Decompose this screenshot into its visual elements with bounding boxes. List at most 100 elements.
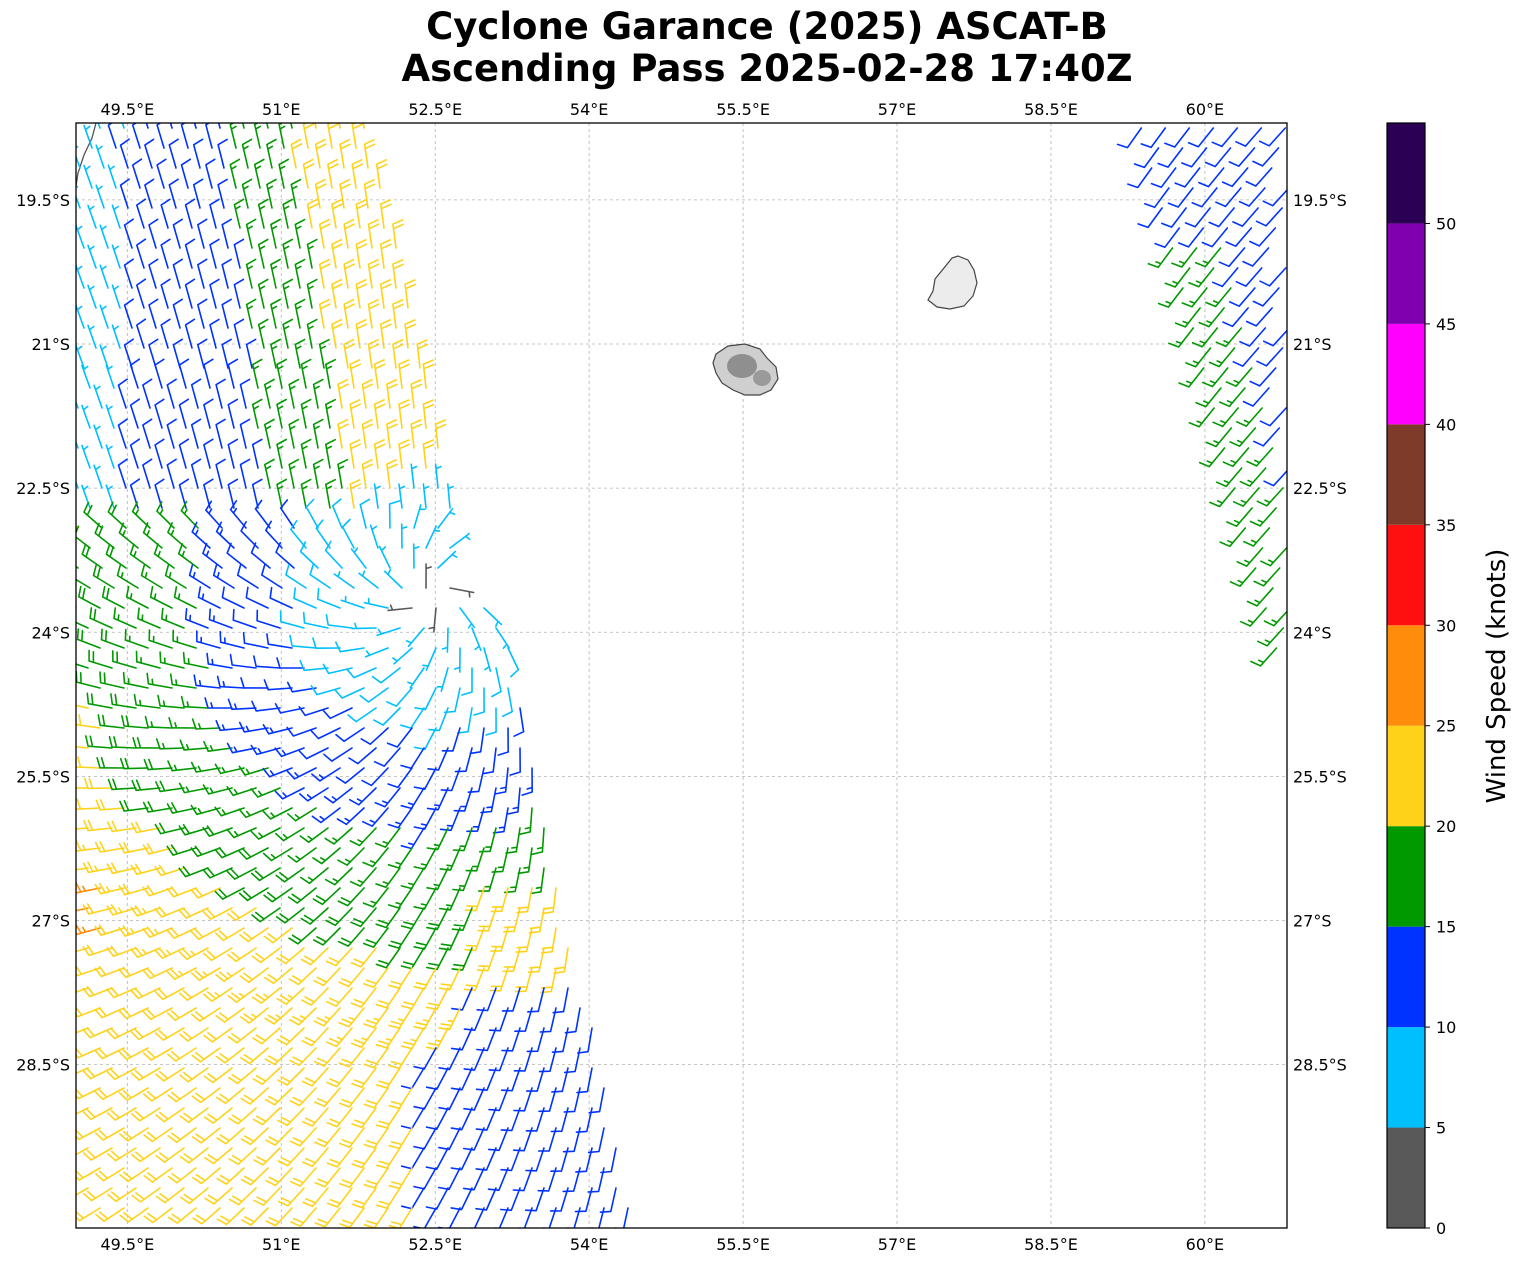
wind-barb <box>413 1167 437 1190</box>
wind-barb <box>193 123 197 129</box>
wind-barb <box>168 138 179 169</box>
wind-barb <box>363 139 376 169</box>
wind-barb <box>1157 147 1184 168</box>
wind-barb <box>130 1067 161 1081</box>
wind-barb <box>475 1147 497 1171</box>
wind-barb <box>526 1027 545 1053</box>
wind-barb <box>154 822 185 835</box>
wind-barb <box>371 667 401 684</box>
wind-barb <box>500 1187 521 1212</box>
wind-barb <box>364 647 389 658</box>
wind-barb <box>400 867 425 890</box>
wind-barb <box>81 364 91 389</box>
wind-barb <box>335 767 365 784</box>
wind-barb <box>277 1107 305 1127</box>
wind-barb <box>266 633 293 649</box>
wind-barb <box>239 418 251 449</box>
wind-barb <box>153 543 175 569</box>
wind-barb <box>178 824 209 836</box>
wind-barb <box>398 483 406 509</box>
lon-tick-label-top: 54°E <box>570 100 608 119</box>
wind-barb <box>450 1187 473 1211</box>
lon-tick-label-bottom: 57°E <box>878 1235 916 1254</box>
wind-barb <box>348 747 377 765</box>
wind-barb <box>290 138 303 169</box>
wind-barb <box>374 827 401 848</box>
wind-barb <box>86 692 113 709</box>
wind-barb <box>375 1067 401 1089</box>
wind-barb <box>110 693 137 709</box>
wind-barb <box>405 627 425 648</box>
wind-barb <box>300 478 312 509</box>
wind-barb <box>1226 507 1253 527</box>
reunion-relief-south <box>753 370 771 386</box>
wind-barb <box>454 747 473 773</box>
wind-barb <box>1250 647 1278 667</box>
wind-barb <box>257 278 269 309</box>
wind-barb <box>289 1047 317 1066</box>
wind-barb <box>221 218 232 249</box>
wind-barb <box>287 807 317 822</box>
wind-barb <box>467 767 485 793</box>
wind-barb <box>1252 147 1280 167</box>
wind-barb <box>313 967 341 987</box>
wind-barb <box>495 1227 497 1228</box>
wind-barb <box>172 338 183 369</box>
wind-barb <box>270 298 281 329</box>
wind-barb <box>121 123 125 129</box>
wind-barb <box>339 1207 365 1228</box>
wind-barb <box>154 358 165 389</box>
wind-barb <box>1262 188 1287 207</box>
wind-barb <box>250 542 271 569</box>
wind-barb <box>367 339 380 369</box>
wind-barb <box>513 707 525 737</box>
wind-barb <box>123 258 134 289</box>
wind-barb <box>434 463 442 489</box>
colorbar-tick-label: 15 <box>1436 918 1456 937</box>
wind-barb <box>318 298 331 329</box>
wind-barb <box>302 1147 329 1168</box>
wind-barb <box>438 967 461 991</box>
wind-barb <box>168 717 197 729</box>
lon-tick-label-top: 51°E <box>262 100 300 119</box>
wind-barb <box>299 659 329 672</box>
wind-barb <box>99 264 109 289</box>
wind-barb <box>130 863 161 876</box>
wind-barb <box>1208 347 1236 368</box>
wind-barb <box>495 627 510 650</box>
wind-barb <box>413 1007 437 1030</box>
wind-barb <box>275 907 305 924</box>
wind-barb <box>238 721 269 733</box>
wind-barb <box>221 298 232 329</box>
wind-barb <box>215 378 226 409</box>
wind-barb <box>206 1227 209 1228</box>
wind-barb <box>306 198 319 229</box>
wind-barb <box>404 279 416 309</box>
wind-barb <box>312 637 341 649</box>
wind-barb <box>251 478 263 509</box>
lat-tick-label-left: 25.5°S <box>16 767 70 786</box>
wind-barb <box>160 318 171 349</box>
wind-barb <box>359 687 389 703</box>
wind-barb <box>313 1047 341 1067</box>
wind-barb <box>97 714 125 729</box>
colorbar-tick-label: 10 <box>1436 1018 1456 1037</box>
wind-barb <box>1246 447 1274 467</box>
wind-barb <box>184 318 196 349</box>
wind-barb <box>301 1027 329 1047</box>
wind-barb <box>232 608 257 629</box>
wind-barb <box>191 521 211 549</box>
wind-barb <box>87 324 97 349</box>
wind-barb <box>205 158 216 189</box>
wind-barb <box>351 123 364 149</box>
wind-barb <box>290 123 293 129</box>
wind-barb <box>123 218 134 249</box>
wind-barb <box>376 1107 401 1129</box>
lon-tick-label-bottom: 58.5°E <box>1024 1235 1078 1254</box>
wind-barb <box>1167 187 1194 208</box>
wind-barb <box>1249 367 1277 387</box>
wind-barb <box>1257 627 1285 647</box>
wind-barb <box>84 777 113 790</box>
wind-barb <box>154 906 185 918</box>
wind-barb <box>349 867 377 887</box>
